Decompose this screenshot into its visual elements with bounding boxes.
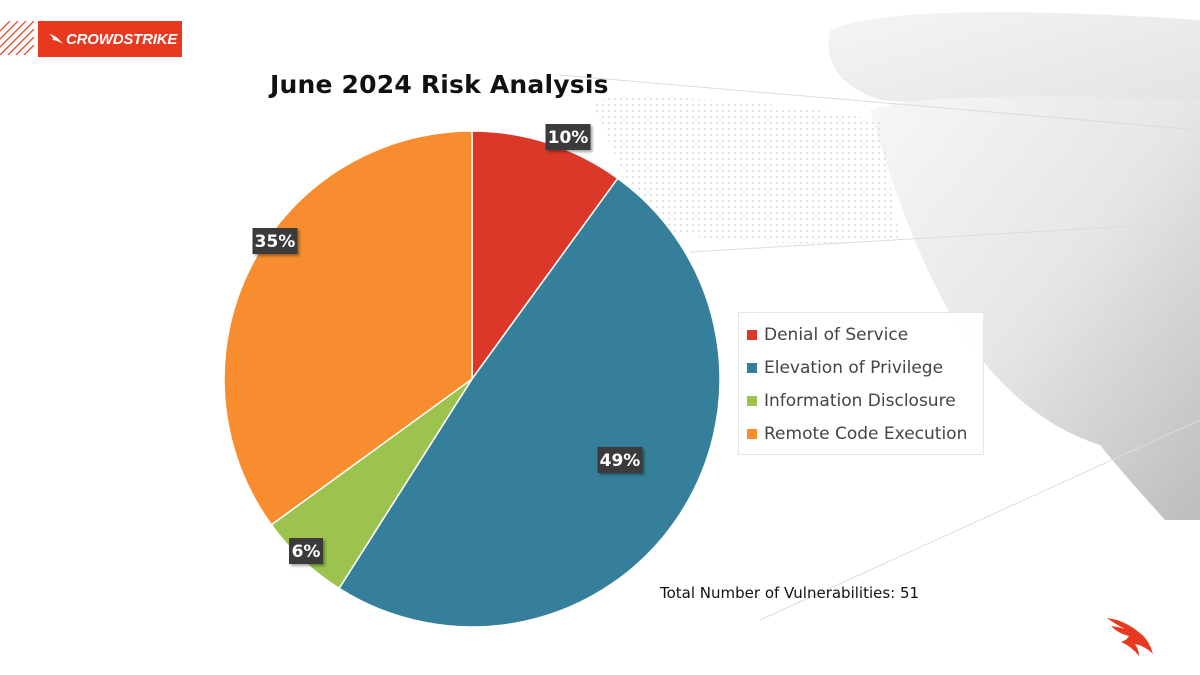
data-label-box (545, 124, 591, 150)
data-label-box (597, 447, 643, 473)
data-label-text: 10% (548, 128, 589, 148)
data-label: 10% (545, 124, 591, 150)
data-label-text: 35% (255, 232, 296, 252)
legend-item-information-disclosure: Information Disclosure (747, 384, 983, 417)
data-label: 6% (289, 538, 323, 564)
falcon-small-icon (49, 34, 63, 44)
legend-item-elevation-of-privilege: Elevation of Privilege (747, 351, 983, 384)
legend-item-denial-of-service: Denial of Service (747, 318, 983, 351)
data-label-box (289, 538, 323, 564)
data-label-text: 49% (600, 451, 641, 471)
legend-label: Elevation of Privilege (764, 357, 944, 378)
legend-swatch (747, 395, 757, 406)
chart-title: June 2024 Risk Analysis (270, 70, 609, 99)
legend-label: Information Disclosure (764, 390, 956, 411)
legend-swatch (747, 428, 757, 439)
data-label: 49% (597, 447, 643, 473)
data-label-box (252, 228, 298, 254)
total-vulnerabilities: Total Number of Vulnerabilities: 51 (660, 584, 920, 602)
data-label-text: 6% (292, 542, 321, 562)
legend-item-remote-code-execution: Remote Code Execution (747, 417, 983, 450)
legend-swatch (747, 362, 757, 373)
legend-label: Denial of Service (764, 324, 909, 345)
data-label: 35% (252, 228, 298, 254)
falcon-icon (1107, 618, 1153, 656)
chart-legend: Denial of Service Elevation of Privilege… (738, 312, 984, 455)
legend-label: Remote Code Execution (764, 423, 968, 444)
logo-text: CROWDSTRIKE (66, 30, 178, 48)
legend-swatch (747, 329, 757, 340)
pie-slice-elevation-of-privilege (338, 177, 721, 628)
logo-hatch-decoration (0, 21, 34, 55)
crowdstrike-logo: CROWDSTRIKE (38, 21, 182, 57)
